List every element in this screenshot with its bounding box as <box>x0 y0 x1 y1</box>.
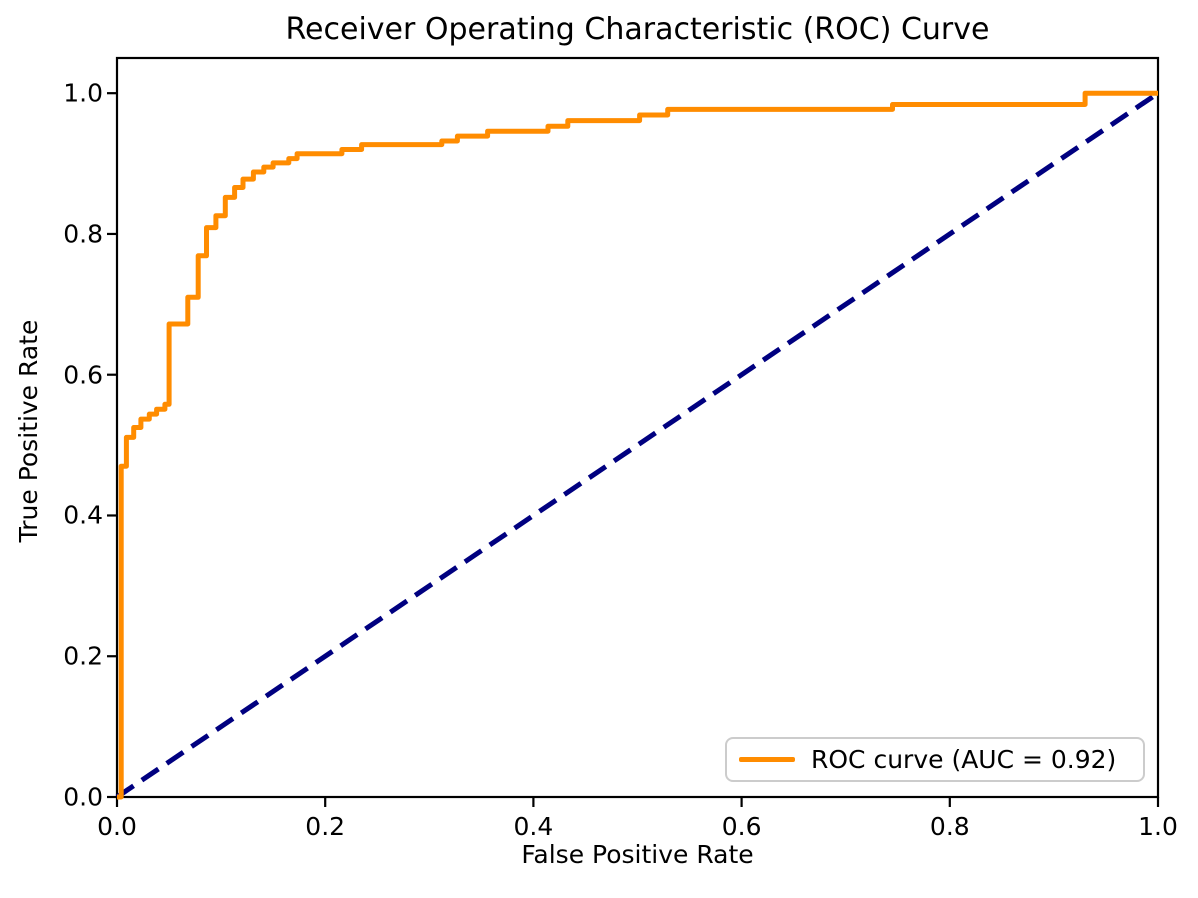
chart-title: Receiver Operating Characteristic (ROC) … <box>285 12 990 47</box>
chance-diagonal-line <box>115 91 1160 800</box>
x-axis-label: False Positive Rate <box>521 840 754 869</box>
y-tick-label: 0.8 <box>63 219 103 249</box>
legend-line-sample-icon <box>739 757 795 762</box>
legend-label: ROC curve (AUC = 0.92) <box>811 745 1117 774</box>
roc-curve-line <box>117 90 1158 800</box>
y-tick-label: 0.0 <box>63 782 103 812</box>
plot-border <box>115 56 1160 799</box>
x-tick-label: 1.0 <box>1138 812 1178 841</box>
tick-marks <box>107 92 1160 807</box>
x-tick-label: 0.6 <box>721 812 762 841</box>
x-tick-label: 0.4 <box>513 812 554 841</box>
y-tick-label: 0.6 <box>63 360 103 390</box>
y-tick-label: 0.2 <box>63 641 103 671</box>
x-tick-label: 0.0 <box>97 812 137 841</box>
y-tick-label: 1.0 <box>63 78 103 108</box>
legend: ROC curve (AUC = 0.92) <box>725 737 1145 782</box>
x-tick-label: 0.2 <box>305 812 346 841</box>
y-tick-label: 0.4 <box>63 500 103 530</box>
y-axis-label: True Positive Rate <box>14 319 43 543</box>
x-tick-label: 0.8 <box>929 812 970 841</box>
